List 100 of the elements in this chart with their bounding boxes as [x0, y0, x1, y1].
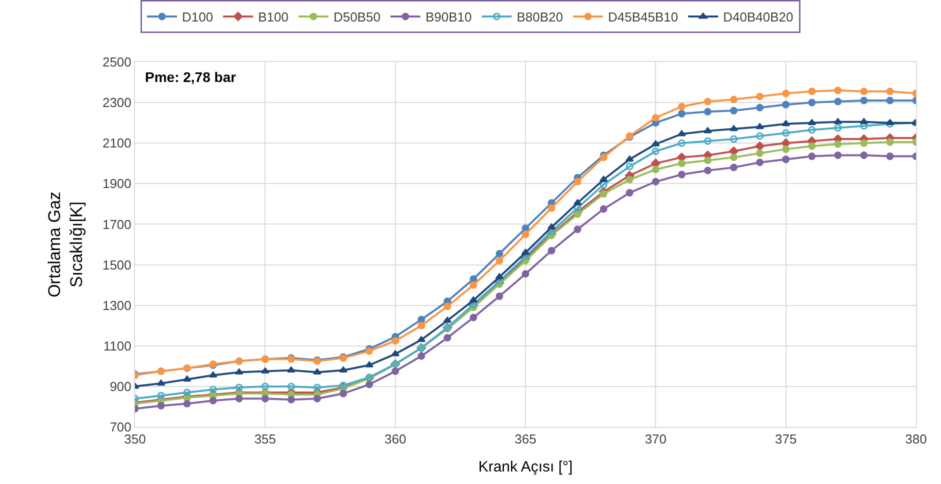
point [496, 250, 504, 258]
point [287, 396, 295, 404]
point [313, 384, 321, 392]
point [496, 292, 504, 300]
y-tick-label: 1500 [102, 257, 132, 272]
point [834, 86, 842, 94]
point [756, 104, 764, 112]
point [886, 138, 894, 146]
point [626, 176, 634, 184]
point [495, 273, 504, 280]
x-tick-label: 365 [514, 432, 536, 447]
point [860, 118, 868, 124]
point [417, 336, 426, 342]
point [808, 98, 816, 106]
point [678, 102, 686, 110]
point [730, 135, 738, 143]
point [469, 296, 478, 303]
point [183, 388, 191, 396]
point [157, 402, 165, 410]
point [808, 142, 816, 150]
point [339, 366, 348, 372]
point [730, 154, 738, 162]
point [730, 96, 738, 104]
point [313, 368, 322, 374]
point [782, 120, 790, 126]
point [156, 380, 166, 386]
point [496, 256, 504, 264]
point [574, 204, 582, 212]
point [756, 150, 764, 157]
point [443, 316, 452, 323]
point [208, 372, 218, 378]
point [392, 367, 400, 375]
point [444, 302, 452, 310]
point [834, 124, 842, 132]
point [678, 160, 686, 168]
point [730, 106, 738, 114]
point [183, 400, 191, 408]
point [599, 176, 608, 182]
legend-label: D45B45B10 [608, 10, 678, 25]
point [808, 152, 816, 160]
point [886, 152, 894, 160]
point [418, 322, 426, 330]
point [886, 88, 894, 96]
point [678, 139, 686, 147]
legend-label: D40B40B20 [723, 10, 794, 25]
point [808, 126, 816, 134]
point [808, 119, 816, 126]
point [365, 361, 374, 368]
point [522, 270, 530, 278]
point [313, 394, 321, 402]
point [626, 189, 634, 197]
point [704, 108, 712, 116]
point [860, 96, 868, 104]
point [782, 156, 790, 164]
point [261, 394, 269, 402]
point [260, 367, 270, 374]
point [886, 96, 894, 104]
point [782, 100, 790, 108]
point [286, 366, 296, 372]
point [209, 386, 217, 394]
point [366, 380, 374, 388]
point [704, 137, 712, 145]
point [391, 350, 400, 356]
point [704, 156, 712, 164]
y-tick-label: 2100 [102, 136, 132, 151]
y-tick-label: 1900 [102, 176, 132, 192]
point [652, 178, 660, 186]
legend-label: B100 [258, 10, 288, 25]
x-tick-label: 380 [905, 432, 927, 447]
point [730, 164, 738, 172]
point [756, 158, 764, 166]
point [287, 382, 295, 390]
legend-label: D50B50 [333, 10, 380, 25]
point [235, 384, 243, 392]
point [730, 125, 738, 132]
point [652, 114, 660, 122]
x-axis-title: Krank Açısı [°] [478, 458, 573, 476]
point [782, 129, 790, 137]
point [470, 281, 478, 289]
y-tick-label: 2500 [102, 54, 132, 70]
point [860, 139, 868, 147]
point [573, 199, 582, 206]
point [834, 140, 842, 148]
point [834, 98, 842, 106]
point [704, 166, 712, 174]
legend-label: D100 [182, 10, 214, 25]
point [886, 120, 894, 128]
point [860, 88, 868, 96]
point [756, 132, 764, 140]
point [704, 127, 712, 134]
point [860, 152, 868, 160]
point [235, 394, 243, 402]
point [392, 337, 400, 345]
legend-label: B80B20 [516, 10, 563, 25]
point [600, 180, 608, 188]
point [808, 88, 816, 96]
point [574, 210, 582, 218]
annotation: Pme: 2,78 bar [145, 69, 237, 85]
point [834, 118, 842, 124]
point [652, 166, 660, 174]
